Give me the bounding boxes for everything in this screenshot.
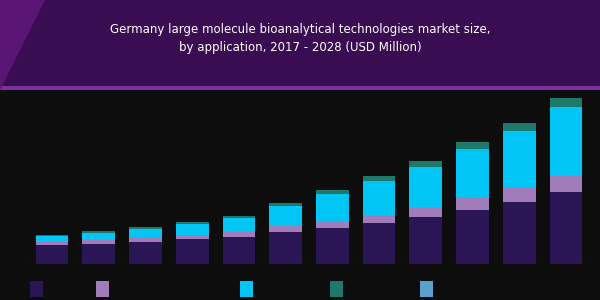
Bar: [82, 233, 115, 240]
Bar: [409, 207, 442, 217]
Bar: [503, 188, 536, 202]
Bar: [223, 232, 255, 237]
Bar: [129, 230, 162, 238]
Bar: [35, 242, 68, 245]
Bar: [550, 176, 583, 192]
Bar: [82, 244, 115, 264]
Bar: [316, 190, 349, 194]
Bar: [316, 228, 349, 264]
Bar: [503, 130, 536, 188]
Bar: [269, 232, 302, 264]
Bar: [223, 237, 255, 264]
Bar: [550, 107, 583, 176]
Bar: [316, 221, 349, 228]
Bar: [176, 239, 209, 264]
Bar: [409, 161, 442, 167]
Bar: [363, 214, 395, 223]
Bar: [129, 227, 162, 230]
Bar: [456, 210, 489, 264]
Bar: [550, 192, 583, 264]
Bar: [409, 217, 442, 264]
Bar: [82, 231, 115, 233]
Bar: [35, 245, 68, 264]
Bar: [129, 242, 162, 264]
Bar: [363, 176, 395, 181]
Bar: [456, 149, 489, 198]
Bar: [176, 235, 209, 239]
Bar: [456, 198, 489, 210]
Bar: [363, 223, 395, 264]
Bar: [129, 238, 162, 242]
Bar: [363, 181, 395, 214]
Bar: [456, 142, 489, 149]
Bar: [176, 224, 209, 235]
Bar: [269, 206, 302, 226]
Bar: [82, 240, 115, 244]
Bar: [176, 222, 209, 224]
Bar: [316, 194, 349, 221]
Bar: [503, 202, 536, 264]
Bar: [35, 236, 68, 242]
Bar: [550, 98, 583, 107]
Bar: [223, 218, 255, 232]
Bar: [269, 226, 302, 232]
Text: Germany large molecule bioanalytical technologies market size,
by application, 2: Germany large molecule bioanalytical tec…: [110, 23, 490, 55]
Bar: [223, 216, 255, 218]
Bar: [409, 167, 442, 207]
Bar: [35, 235, 68, 236]
Bar: [503, 123, 536, 130]
Bar: [269, 203, 302, 206]
